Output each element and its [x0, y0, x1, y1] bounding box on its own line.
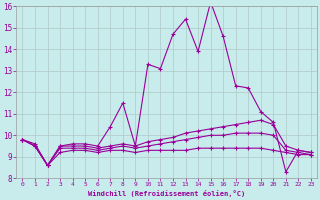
X-axis label: Windchill (Refroidissement éolien,°C): Windchill (Refroidissement éolien,°C) [88, 190, 245, 197]
